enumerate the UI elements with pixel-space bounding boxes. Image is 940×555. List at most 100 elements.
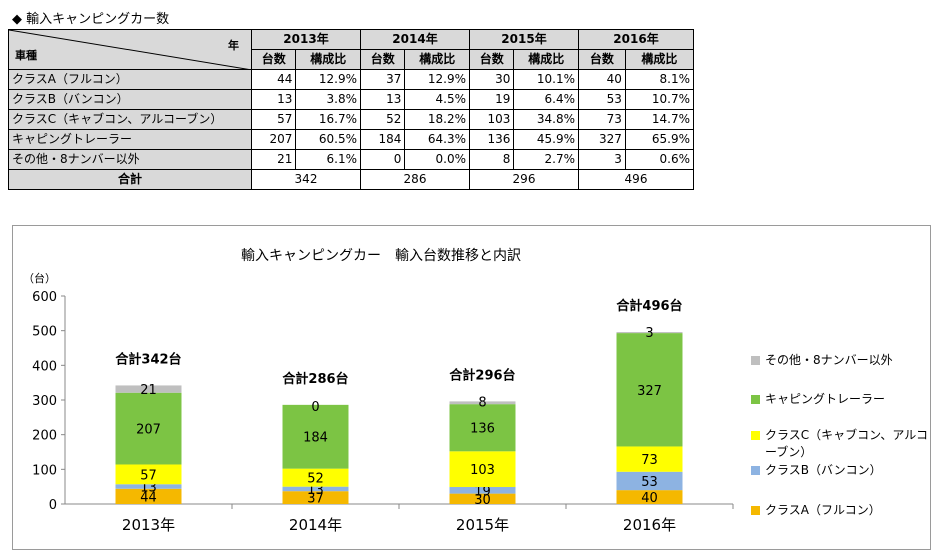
data-label: 13 (140, 480, 157, 495)
bar-segment (282, 486, 349, 492)
y-tick-label: 200 (32, 429, 57, 444)
cell-count: 3 (578, 149, 626, 170)
x-tick-label: 2013年 (122, 516, 175, 534)
row-label: クラスB（バンコン） (8, 89, 252, 110)
data-label: 52 (307, 472, 324, 487)
sub-header-count: 台数 (578, 49, 626, 70)
data-label: 136 (470, 422, 495, 437)
table-corner: 年 車種 (8, 29, 252, 70)
cell-ratio: 45.9% (513, 129, 579, 150)
bar-segment (282, 491, 349, 504)
bar-segment (616, 490, 683, 504)
cell-ratio: 16.7% (295, 109, 361, 130)
bar-segment (449, 487, 516, 494)
cell-ratio: 3.8% (295, 89, 361, 110)
import-table: 年 車種 2013年 2014年 2015年 2016年 台数 構成比 台数 構… (8, 29, 695, 190)
row-label: その他・8ナンバー以外 (8, 149, 252, 170)
data-label: 44 (140, 490, 157, 505)
year-header: 2015年 (469, 29, 579, 50)
data-label: 30 (474, 493, 491, 508)
data-label: 8 (478, 395, 486, 410)
sub-header-count: 台数 (468, 49, 515, 70)
cell-ratio: 6.4% (513, 89, 579, 110)
bar-segment (282, 404, 349, 469)
y-tick-label: 600 (32, 290, 57, 305)
cell-ratio: 8.1% (624, 69, 695, 90)
chart-title: 輸入キャンピングカー 輸入台数推移と内訳 (241, 248, 521, 264)
cell-ratio: 14.7% (624, 109, 695, 130)
cell-ratio: 18.2% (404, 109, 470, 130)
total-label: 合計 (8, 169, 252, 190)
table-row: その他・8ナンバー以外 21 6.1% 0 0.0% 8 2.7% 3 0.6% (8, 149, 695, 170)
data-label: 53 (641, 475, 658, 490)
y-tick-label: 300 (32, 394, 57, 409)
cell-ratio: 6.1% (295, 149, 361, 170)
data-label: 184 (303, 431, 328, 446)
bar-segment (449, 451, 516, 488)
cell-count: 8 (468, 149, 515, 170)
table-row: キャピングトレーラー 207 60.5% 184 64.3% 136 45.9% 327 65.… (8, 129, 695, 150)
y-tick-label: 0 (49, 498, 57, 513)
x-tick-label: 2016年 (623, 516, 676, 534)
bar-segment (115, 488, 182, 504)
legend-swatch (751, 356, 760, 365)
data-label: 327 (637, 384, 662, 399)
data-label: 57 (140, 468, 157, 483)
y-tick-label: 400 (32, 359, 57, 374)
cell-count: 207 (250, 129, 297, 150)
cell-count: 30 (468, 69, 515, 90)
cell-count: 13 (359, 89, 406, 110)
total-label: 合計296台 (449, 367, 515, 383)
sub-header-ratio: 構成比 (513, 49, 579, 70)
cell-ratio: 60.5% (295, 129, 361, 150)
cell-count: 53 (578, 89, 626, 110)
legend-label: キャピングトレーラー (765, 392, 885, 406)
cell-count: 136 (468, 129, 515, 150)
bar-segment (616, 333, 683, 447)
sub-header-count: 台数 (359, 49, 406, 70)
y-axis-label: （台） (23, 271, 56, 285)
total-label: 合計342台 (115, 351, 181, 367)
cell-ratio: 2.7% (513, 149, 579, 170)
cell-count: 19 (468, 89, 515, 110)
year-header: 2016年 (578, 29, 694, 50)
legend-label: その他・8ナンバー以外 (765, 353, 893, 367)
corner-diagonal (9, 30, 252, 70)
total-label: 合計286台 (282, 371, 348, 387)
legend-swatch (751, 431, 760, 440)
y-tick-label: 100 (32, 463, 57, 478)
bar-segment (449, 404, 516, 452)
data-label: 13 (307, 483, 324, 498)
cell-count: 184 (359, 129, 406, 150)
x-tick-label: 2014年 (289, 516, 342, 534)
cell-ratio: 64.3% (404, 129, 470, 150)
data-label: 0 (311, 400, 319, 415)
cell-ratio: 4.5% (404, 89, 470, 110)
cell-count: 57 (250, 109, 297, 130)
data-label: 37 (307, 492, 324, 507)
cell-count: 0 (359, 149, 406, 170)
data-label: 73 (641, 453, 658, 468)
legend-swatch (751, 466, 760, 475)
legend-label: クラスC（キャブコン、アルコーブン） (765, 427, 928, 459)
stacked-bar-chart: 輸入キャンピングカー 輸入台数推移と内訳（台）01002003004005006… (23, 248, 928, 534)
cell-count: 103 (468, 109, 515, 130)
legend-label: クラスA（フルコン） (765, 503, 881, 517)
cell-count: 73 (578, 109, 626, 130)
sub-header-count: 台数 (250, 49, 297, 70)
y-tick-label: 500 (32, 325, 57, 340)
total-value: 496 (578, 169, 694, 190)
cell-ratio: 10.7% (624, 89, 695, 110)
corner-type-label: 車種 (15, 49, 37, 62)
bar-segment (449, 493, 516, 504)
sub-header-ratio: 構成比 (404, 49, 470, 70)
cell-count: 44 (250, 69, 297, 90)
year-header: 2014年 (360, 29, 470, 50)
legend-swatch (751, 506, 760, 515)
bar-segment (115, 464, 182, 485)
row-label: クラスA（フルコン） (8, 69, 252, 90)
bar-segment (115, 385, 182, 393)
legend-swatch (751, 395, 760, 404)
data-label: 40 (641, 491, 658, 506)
corner-year-label: 年 (228, 39, 239, 52)
